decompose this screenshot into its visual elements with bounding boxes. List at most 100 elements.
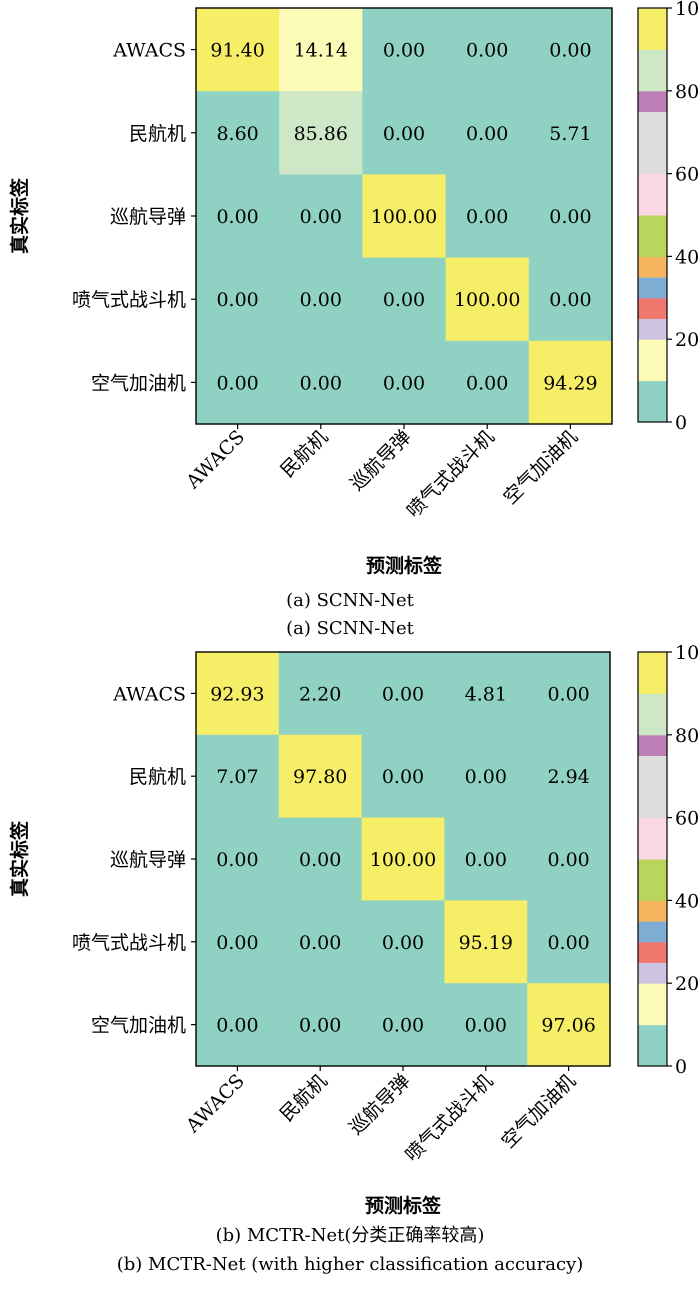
colorbar-segment — [638, 983, 667, 1026]
figure-caption: (b) MCTR-Net (with higher classification… — [117, 1254, 584, 1275]
heatmap-cell — [279, 8, 363, 92]
y-axis-title: 真实标签 — [8, 177, 31, 254]
figure-caption: (a) SCNN-Net — [286, 590, 415, 611]
confusion-matrix-scnn-net: 91.40 14.14 0.00 0.00 0.00 8.60 85.86 0.00 0.00 5… — [8, 0, 700, 639]
colorbar-segment — [638, 277, 667, 299]
y-tick-label: 喷气式战斗机 — [72, 289, 186, 311]
heatmap-cell — [528, 174, 613, 259]
heatmap-cell — [196, 900, 280, 984]
colorbar-segment — [638, 817, 667, 860]
cell-value-label: 0.00 — [300, 372, 342, 394]
heatmap-cell — [361, 652, 445, 736]
y-tick-label: 空气加油机 — [91, 372, 186, 394]
cell-value-label: 4.81 — [465, 683, 507, 705]
colorbar-segment — [638, 215, 667, 257]
x-axis-title: 预测标签 — [365, 1194, 442, 1217]
colorbar-tick-label: 80 — [675, 725, 699, 747]
heatmap-cell — [196, 257, 280, 342]
cell-value-label: 0.00 — [299, 849, 341, 871]
cell-value-label: 0.00 — [383, 40, 425, 62]
y-axis-title: 真实标签 — [8, 820, 31, 897]
cell-value-label: 7.07 — [216, 766, 258, 788]
cell-value-label: 0.00 — [216, 849, 258, 871]
cell-value-label: 8.60 — [216, 123, 258, 145]
colorbar-tick-label: 20 — [675, 329, 699, 351]
heatmap-cell — [196, 340, 280, 425]
heatmap-cell — [444, 817, 528, 901]
y-tick-label: 民航机 — [129, 123, 186, 145]
colorbar-frame — [637, 7, 668, 423]
y-tick-label: 巡航导弹 — [110, 849, 186, 871]
cell-value-label: 0.00 — [300, 206, 342, 228]
heatmap-cell — [445, 8, 530, 92]
heatmap-cell — [528, 8, 613, 92]
heatmap-cell — [444, 983, 528, 1067]
cell-value-label: 0.00 — [299, 932, 341, 954]
colorbar-segment — [638, 173, 667, 216]
x-tick-label: 空气加油机 — [499, 426, 582, 509]
colorbar-segment — [638, 8, 667, 50]
heatmap-cell — [196, 8, 280, 92]
cell-value-label: 0.00 — [383, 123, 425, 145]
colorbar-segment — [638, 693, 667, 736]
heatmap-cell — [445, 91, 530, 175]
cell-value-label: 0.00 — [382, 683, 424, 705]
cell-value-label: 0.00 — [216, 372, 258, 394]
cell-value-label: 100.00 — [371, 206, 437, 228]
colorbar-segment — [638, 652, 667, 694]
heatmap-cell — [196, 983, 280, 1067]
cell-value-label: 0.00 — [547, 849, 589, 871]
cell-value-label: 0.00 — [382, 932, 424, 954]
heatmap-cell — [361, 983, 445, 1067]
cell-value-label: 5.71 — [549, 123, 591, 145]
x-tick-label: 喷气式战斗机 — [401, 1070, 497, 1166]
cell-value-label: 91.40 — [210, 40, 264, 62]
heatmap-cell — [196, 734, 280, 819]
heatmap-cell — [362, 8, 447, 92]
y-tick-label: AWACS — [112, 683, 186, 705]
colorbar-segment — [638, 900, 667, 922]
colorbar-tick-label: 20 — [675, 973, 699, 995]
cell-value-label: 2.20 — [299, 683, 341, 705]
cell-value-label: 0.00 — [466, 372, 508, 394]
x-tick-label: 喷气式战斗机 — [403, 426, 499, 522]
heatmap-cell — [362, 257, 447, 342]
heatmap-cell — [445, 257, 530, 342]
heatmap-cell — [362, 91, 447, 175]
cell-value-label: 0.00 — [549, 289, 591, 311]
cell-value-label: 0.00 — [216, 932, 258, 954]
x-tick-label: 巡航导弹 — [346, 426, 415, 495]
cell-value-label: 2.94 — [547, 766, 589, 788]
cell-value-label: 97.80 — [293, 766, 347, 788]
cell-value-label: 0.00 — [383, 372, 425, 394]
heatmap-cell — [278, 734, 363, 819]
colorbar-tick-label: 40 — [675, 890, 699, 912]
cell-value-label: 0.00 — [216, 1015, 258, 1037]
colorbar-segment — [638, 921, 667, 943]
x-axis-title: 预测标签 — [366, 554, 443, 577]
heatmap-cell — [361, 817, 445, 901]
colorbar-segment — [638, 941, 667, 963]
cell-value-label: 0.00 — [466, 206, 508, 228]
colorbar-segment — [638, 962, 667, 984]
cell-value-label: 85.86 — [294, 123, 348, 145]
colorbar-segment — [638, 734, 667, 756]
x-tick-label: AWACS — [181, 426, 249, 494]
x-tick-label: AWACS — [181, 1070, 249, 1138]
heatmap-cell — [196, 652, 280, 736]
colorbar-segment — [638, 297, 667, 319]
heatmap-cell — [196, 817, 280, 901]
colorbar-segment — [638, 90, 667, 112]
heatmap-cell — [527, 734, 611, 819]
heatmap-cell — [445, 174, 530, 259]
heatmap-cell — [278, 900, 363, 984]
figure-caption: (a) SCNN-Net — [286, 618, 415, 639]
colorbar-tick-label: 60 — [675, 164, 699, 186]
heatmap-cell — [362, 174, 447, 259]
cell-value-label: 14.14 — [294, 40, 348, 62]
colorbar-segment — [638, 380, 667, 423]
heatmap-cell — [528, 91, 613, 175]
cell-value-label: 95.19 — [459, 932, 513, 954]
heatmap-cell — [528, 340, 613, 425]
